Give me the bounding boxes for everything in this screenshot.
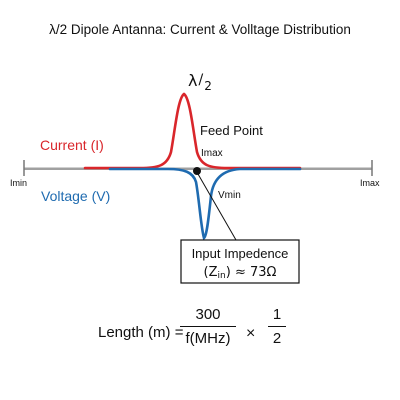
feed-point-leader-line <box>197 173 237 241</box>
formula-denominator-2: 2 <box>272 330 282 347</box>
feed-point-label: Feed Point <box>200 123 263 138</box>
voltage-label: Voltage (V) <box>41 188 110 204</box>
diagram-title: λ/2 Dipole Antanna: Current & Volltage D… <box>49 22 351 37</box>
half-wavelength-label: λ/2 <box>188 71 212 93</box>
input-impedance-box <box>180 239 300 284</box>
voltage-distribution-curve <box>108 167 302 241</box>
formula-fraction-half: 1 2 <box>268 306 286 347</box>
formula-times-sign: × <box>246 325 256 342</box>
formula-numerator-300: 300 <box>180 306 236 327</box>
formula-fraction-frequency: 300 f(MHz) <box>180 306 236 347</box>
input-impedance-value: (Zin) ≈ 73Ω <box>204 265 277 281</box>
formula-denominator-fmhz: f(MHz) <box>185 330 231 347</box>
i-max-right-label: Imax <box>360 178 380 188</box>
i-max-center-label: Imax <box>201 148 223 159</box>
formula-numerator-1: 1 <box>268 306 286 327</box>
v-min-label: Vmin <box>218 190 241 201</box>
current-label: Current (I) <box>40 137 104 153</box>
input-impedance-title: Input Impedence <box>192 246 289 261</box>
current-distribution-curve <box>83 92 302 170</box>
feed-point-marker <box>193 167 201 175</box>
formula-lhs: Length (m) = <box>98 324 184 341</box>
i-min-left-label: Imin <box>10 178 27 188</box>
length-formula: Length (m) = 300 f(MHz) × 1 2 <box>0 300 400 380</box>
